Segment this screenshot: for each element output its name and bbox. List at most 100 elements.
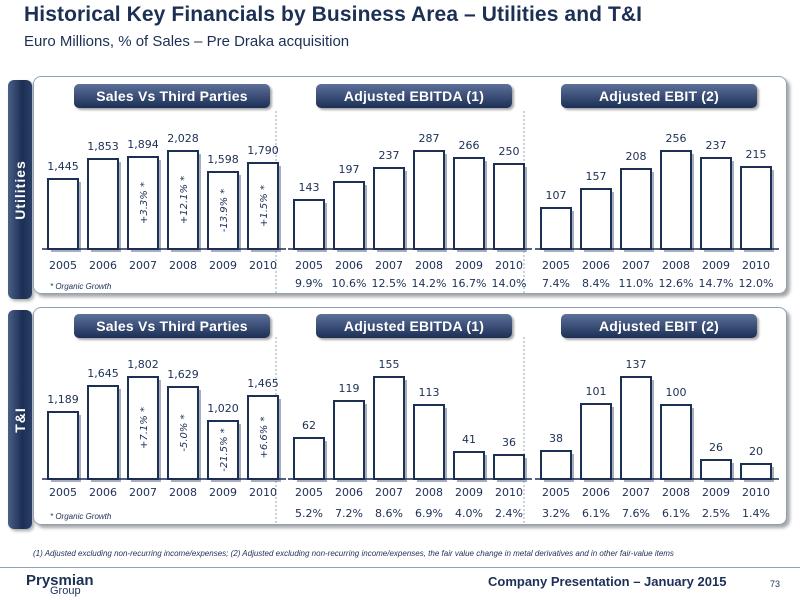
bar (47, 411, 79, 480)
chart-title-utilities-ebitda: Adjusted EBITDA (1) (316, 84, 512, 108)
bar-value-label: 36 (502, 436, 516, 449)
bar (453, 157, 485, 250)
organic-growth-label: +1.5% * (259, 185, 270, 227)
organic-growth-label: +3.3% * (139, 182, 150, 224)
bar (620, 168, 652, 250)
bar (540, 450, 572, 480)
x-tick-label: 2006 (582, 259, 610, 272)
x-tick-label: 2009 (455, 259, 483, 272)
bar (493, 454, 525, 480)
percent-of-sales-label: 14.7% (699, 277, 734, 290)
x-tick-label: 2005 (295, 486, 323, 499)
bar (413, 150, 445, 250)
bar-value-label: 256 (666, 132, 687, 145)
percent-of-sales-label: 5.2% (295, 507, 323, 520)
percent-of-sales-label: 14.2% (412, 277, 447, 290)
bar-value-label: 20 (749, 445, 763, 458)
bar-value-label: 1,629 (167, 368, 199, 381)
bar (700, 157, 732, 250)
x-tick-label: 2008 (662, 259, 690, 272)
bar (293, 199, 325, 250)
x-tick-label: 2005 (49, 259, 77, 272)
bar-value-label: 1,894 (127, 138, 159, 151)
x-tick-label: 2007 (129, 486, 157, 499)
organic-growth-label: -21.5% * (219, 428, 230, 472)
percent-of-sales-label: 4.0% (455, 507, 483, 520)
x-tick-label: 2006 (582, 486, 610, 499)
percent-of-sales-label: 1.4% (742, 507, 770, 520)
bar (660, 150, 692, 250)
bar-value-label: 62 (302, 419, 316, 432)
percent-of-sales-label: 7.6% (622, 507, 650, 520)
x-tick-label: 2010 (742, 486, 770, 499)
x-tick-label: 2005 (295, 259, 323, 272)
bar (580, 188, 612, 250)
bar-value-label: 26 (709, 441, 723, 454)
bar (87, 385, 119, 480)
page-subtitle: Euro Millions, % of Sales – Pre Draka ac… (24, 33, 350, 50)
chart-title-ti-ebitda: Adjusted EBITDA (1) (316, 314, 512, 338)
bar-value-label: 1,598 (207, 153, 239, 166)
x-tick-label: 2009 (209, 259, 237, 272)
page-title: Historical Key Financials by Business Ar… (24, 3, 643, 26)
footer-divider (0, 567, 800, 568)
chart-title-ti-sales: Sales Vs Third Parties (74, 314, 270, 338)
bar-value-label: 237 (379, 149, 400, 162)
organic-growth-label: +6.6% * (259, 417, 270, 459)
bar (453, 451, 485, 480)
bar-value-label: 1,853 (87, 140, 119, 153)
x-tick-label: 2005 (542, 259, 570, 272)
bar (87, 158, 119, 250)
section-label-ti: T&I (8, 310, 32, 529)
percent-of-sales-label: 11.0% (619, 277, 654, 290)
bar-value-label: 119 (339, 382, 360, 395)
x-tick-label: 2007 (375, 259, 403, 272)
bar-value-label: 38 (549, 432, 563, 445)
percent-of-sales-label: 10.6% (332, 277, 367, 290)
prysmian-logo: Prysmian Group (26, 570, 94, 597)
bar-value-label: 287 (419, 132, 440, 145)
bar (293, 437, 325, 480)
bar (333, 400, 365, 480)
organic-growth-label: -5.0% * (179, 414, 190, 451)
percent-of-sales-label: 12.0% (739, 277, 774, 290)
percent-of-sales-label: 8.4% (582, 277, 610, 290)
chart-title-utilities-ebit: Adjusted EBIT (2) (561, 84, 757, 108)
percent-of-sales-label: 12.5% (372, 277, 407, 290)
organic-growth-label: -13.9% * (219, 189, 230, 233)
x-tick-label: 2010 (495, 486, 523, 499)
logo-group: Group (50, 585, 81, 597)
chart-title-utilities-sales: Sales Vs Third Parties (74, 84, 270, 108)
bar-value-label: 107 (546, 189, 567, 202)
x-tick-label: 2007 (622, 259, 650, 272)
percent-of-sales-label: 3.2% (542, 507, 570, 520)
bar (660, 404, 692, 480)
bar-value-label: 157 (586, 170, 607, 183)
section-label-utilities: Utilities (8, 80, 32, 299)
footer-presentation: Company Presentation – January 2015 (488, 574, 727, 589)
bar-value-label: 237 (706, 139, 727, 152)
x-tick-label: 2008 (662, 486, 690, 499)
x-tick-label: 2005 (542, 486, 570, 499)
x-tick-label: 2008 (169, 486, 197, 499)
bar (740, 463, 772, 480)
x-tick-label: 2010 (249, 259, 277, 272)
bar-value-label: 143 (299, 181, 320, 194)
bar (207, 420, 239, 480)
x-tick-label: 2008 (415, 486, 443, 499)
x-tick-label: 2007 (375, 486, 403, 499)
bar (207, 171, 239, 250)
bar-value-label: 100 (666, 386, 687, 399)
bar-value-label: 266 (459, 139, 480, 152)
logo-brand: Prysmian (26, 572, 94, 589)
bar-value-label: 101 (586, 385, 607, 398)
x-tick-label: 2009 (702, 486, 730, 499)
bar-value-label: 1,020 (207, 402, 239, 415)
bar-value-label: 1,189 (47, 393, 79, 406)
bar-value-label: 1,802 (127, 358, 159, 371)
x-tick-label: 2005 (49, 486, 77, 499)
percent-of-sales-label: 6.1% (582, 507, 610, 520)
bar-value-label: 208 (626, 150, 647, 163)
bar (47, 178, 79, 250)
